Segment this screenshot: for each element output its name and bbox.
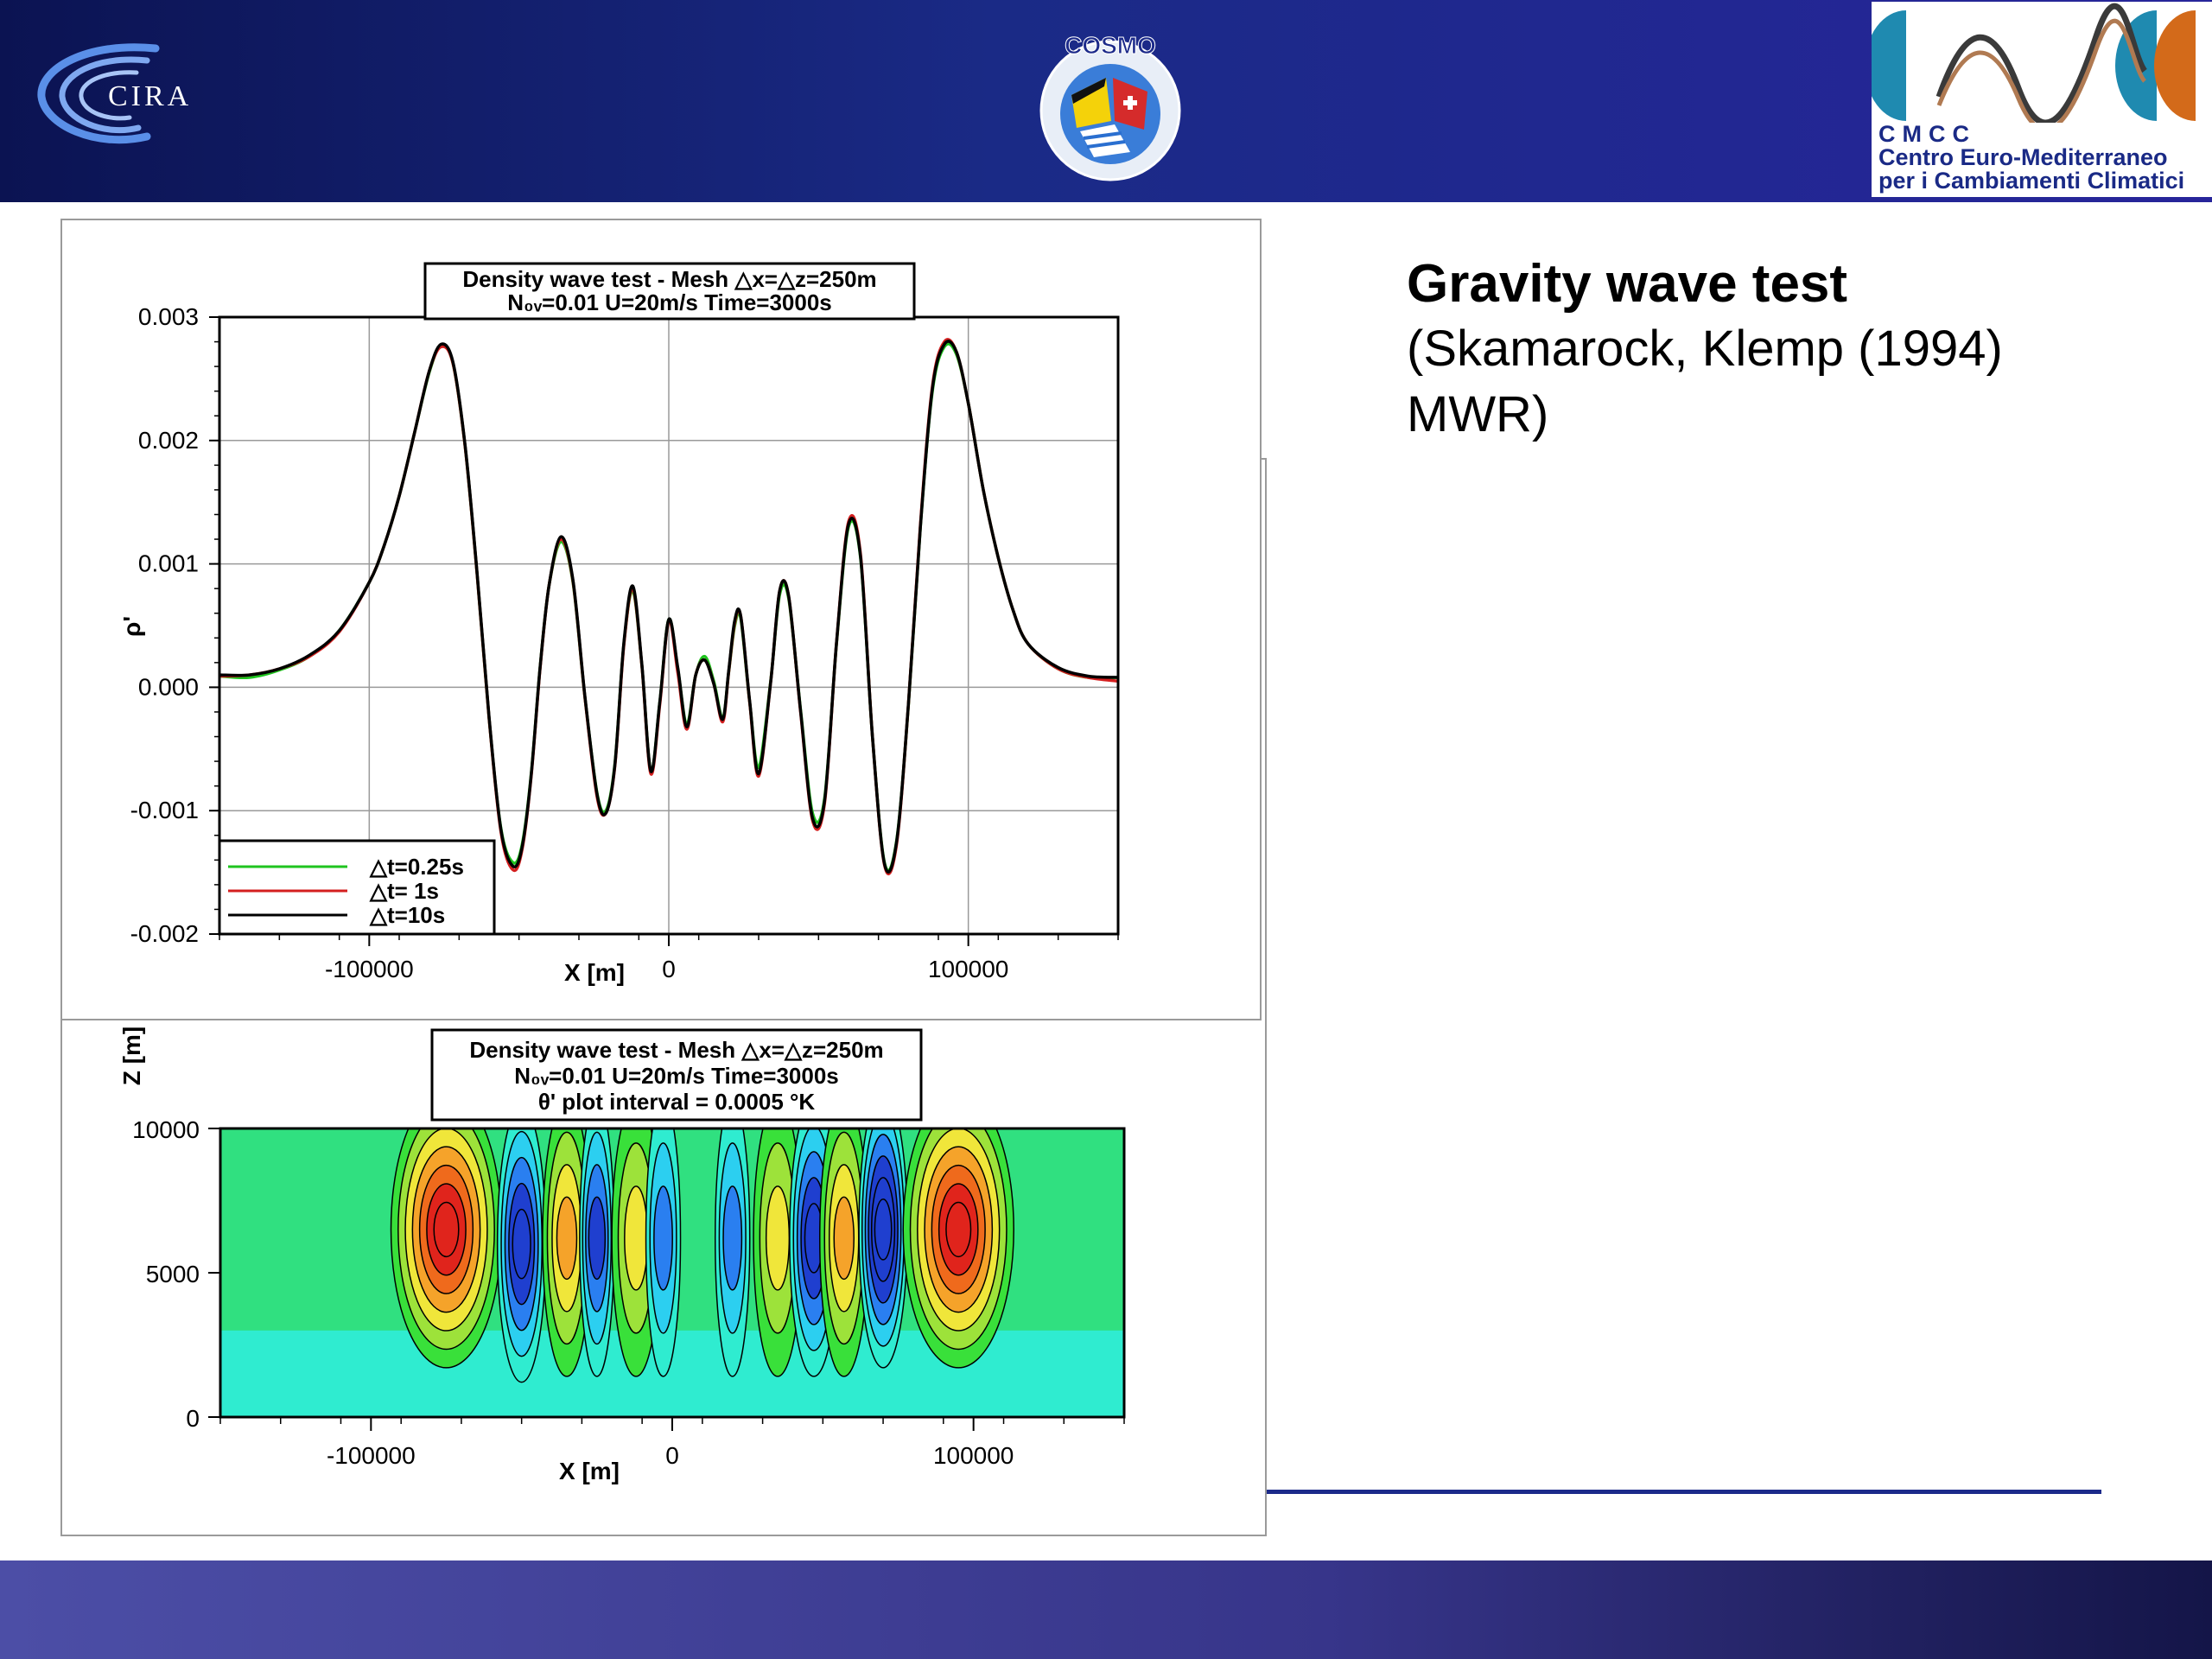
line-y-tick-label: 0.002	[138, 427, 199, 454]
contour-cell-7-level-2	[765, 1185, 791, 1291]
legend-label-1: △t= 1s	[369, 878, 439, 904]
cosmo-logo: COSMO	[1039, 32, 1181, 181]
contour-cell-6-level-2	[722, 1185, 743, 1291]
footer-band	[0, 1560, 2212, 1659]
slide-subtitle-line2: MWR)	[1407, 386, 1549, 442]
contour-title-line1: Density wave test - Mesh △x=△z=250m	[469, 1037, 883, 1063]
contour-cell-0-level-6	[433, 1201, 460, 1258]
slide-subtitle-line1: (Skamarock, Klemp (1994)	[1407, 321, 2003, 377]
slide-title: Gravity wave test	[1407, 254, 1848, 314]
line-title-line2: N₀ᵥ=0.01 U=20m/s Time=3000s	[507, 289, 832, 315]
cmcc-text-block: CMCC Centro Euro-Mediterraneo per i Camb…	[1878, 123, 2184, 193]
line-y-tick-label: 0.003	[138, 303, 199, 330]
cmcc-name-line2: per i Cambiamenti Climatici	[1878, 168, 2185, 194]
line-x-tick-label: -100000	[325, 956, 414, 982]
cmcc-name-line1: Centro Euro-Mediterraneo	[1878, 144, 2168, 170]
contour-cell-2-level-3	[556, 1196, 578, 1281]
contour-y-tick-label: 10000	[132, 1116, 200, 1143]
contour-title-box	[430, 1028, 923, 1122]
contour-title-line2: N₀ᵥ=0.01 U=20m/s Time=3000s	[514, 1063, 839, 1089]
contour-cell-11-level-6	[945, 1201, 972, 1258]
line-y-tick-label: 0.001	[138, 550, 199, 577]
contour-title-line3: θ' plot interval = 0.0005 °K	[538, 1089, 816, 1115]
line-y-tick-label: 0.000	[138, 673, 199, 700]
legend-label-2: △t=10s	[369, 902, 445, 928]
contour-y-tick-label: 5000	[146, 1261, 200, 1287]
contour-cell-4-level-2	[624, 1185, 649, 1291]
line-series-2	[219, 340, 1119, 874]
line-y-tick-label: -0.001	[130, 797, 199, 823]
line-plot: 0.003 0.002 0.001 0.000 -0.001 -0.002 -100000 0…	[118, 262, 1120, 986]
cmcc-abbreviation: CMCC	[1878, 121, 1976, 147]
cmcc-waves-graphic	[1872, 3, 2196, 123]
line-x-tick-label: 0	[662, 956, 676, 982]
line-title-box	[423, 262, 916, 321]
contour-cell-5-level-2	[653, 1185, 673, 1291]
header-band: CIRA COSMO CMCC Centro Euro-Mediterraneo…	[0, 0, 2212, 202]
contour-x-axis-label: X [m]	[559, 1458, 620, 1484]
line-title-line1: Density wave test - Mesh △x=△z=250m	[462, 266, 876, 292]
contour-x-tick-label: 0	[665, 1442, 679, 1469]
cosmo-wordmark: COSMO	[1065, 32, 1156, 59]
legend-label-0: △t=0.25s	[369, 854, 464, 880]
line-plot-panel: 0.003 0.002 0.001 0.000 -0.001 -0.002 -100000 0…	[60, 219, 1262, 1020]
contour-cell-9-level-3	[833, 1196, 855, 1281]
contour-cell-1-level-4	[512, 1208, 531, 1280]
horizontal-rule	[1265, 1490, 2101, 1494]
contour-x-tick-label: 100000	[933, 1442, 1014, 1469]
line-legend: △t=0.25s△t= 1s△t=10s	[218, 839, 496, 936]
cira-wordmark: CIRA	[108, 80, 192, 112]
contour-y-axis-label: Z [m]	[118, 1027, 145, 1085]
contour-x-tick-label: -100000	[327, 1442, 416, 1469]
contour-y-tick-label: 0	[186, 1405, 200, 1432]
line-y-axis-label: ρ'	[118, 616, 145, 637]
contour-plot: 10000 5000 0 -100000 0 100000 Density wave te…	[118, 1027, 1126, 1484]
line-y-tick-label: -0.002	[130, 920, 199, 947]
cira-logo: CIRA	[37, 43, 192, 144]
contour-cell-3-level-3	[588, 1196, 607, 1281]
line-x-axis-label: X [m]	[564, 959, 625, 986]
contour-cell-10-level-5	[874, 1198, 893, 1261]
line-x-tick-label: 100000	[928, 956, 1008, 982]
slide-title-block: Gravity wave test (Skamarock, Klemp (199…	[1407, 252, 2184, 448]
cmcc-logo: CMCC Centro Euro-Mediterraneo per i Camb…	[1872, 2, 2212, 197]
